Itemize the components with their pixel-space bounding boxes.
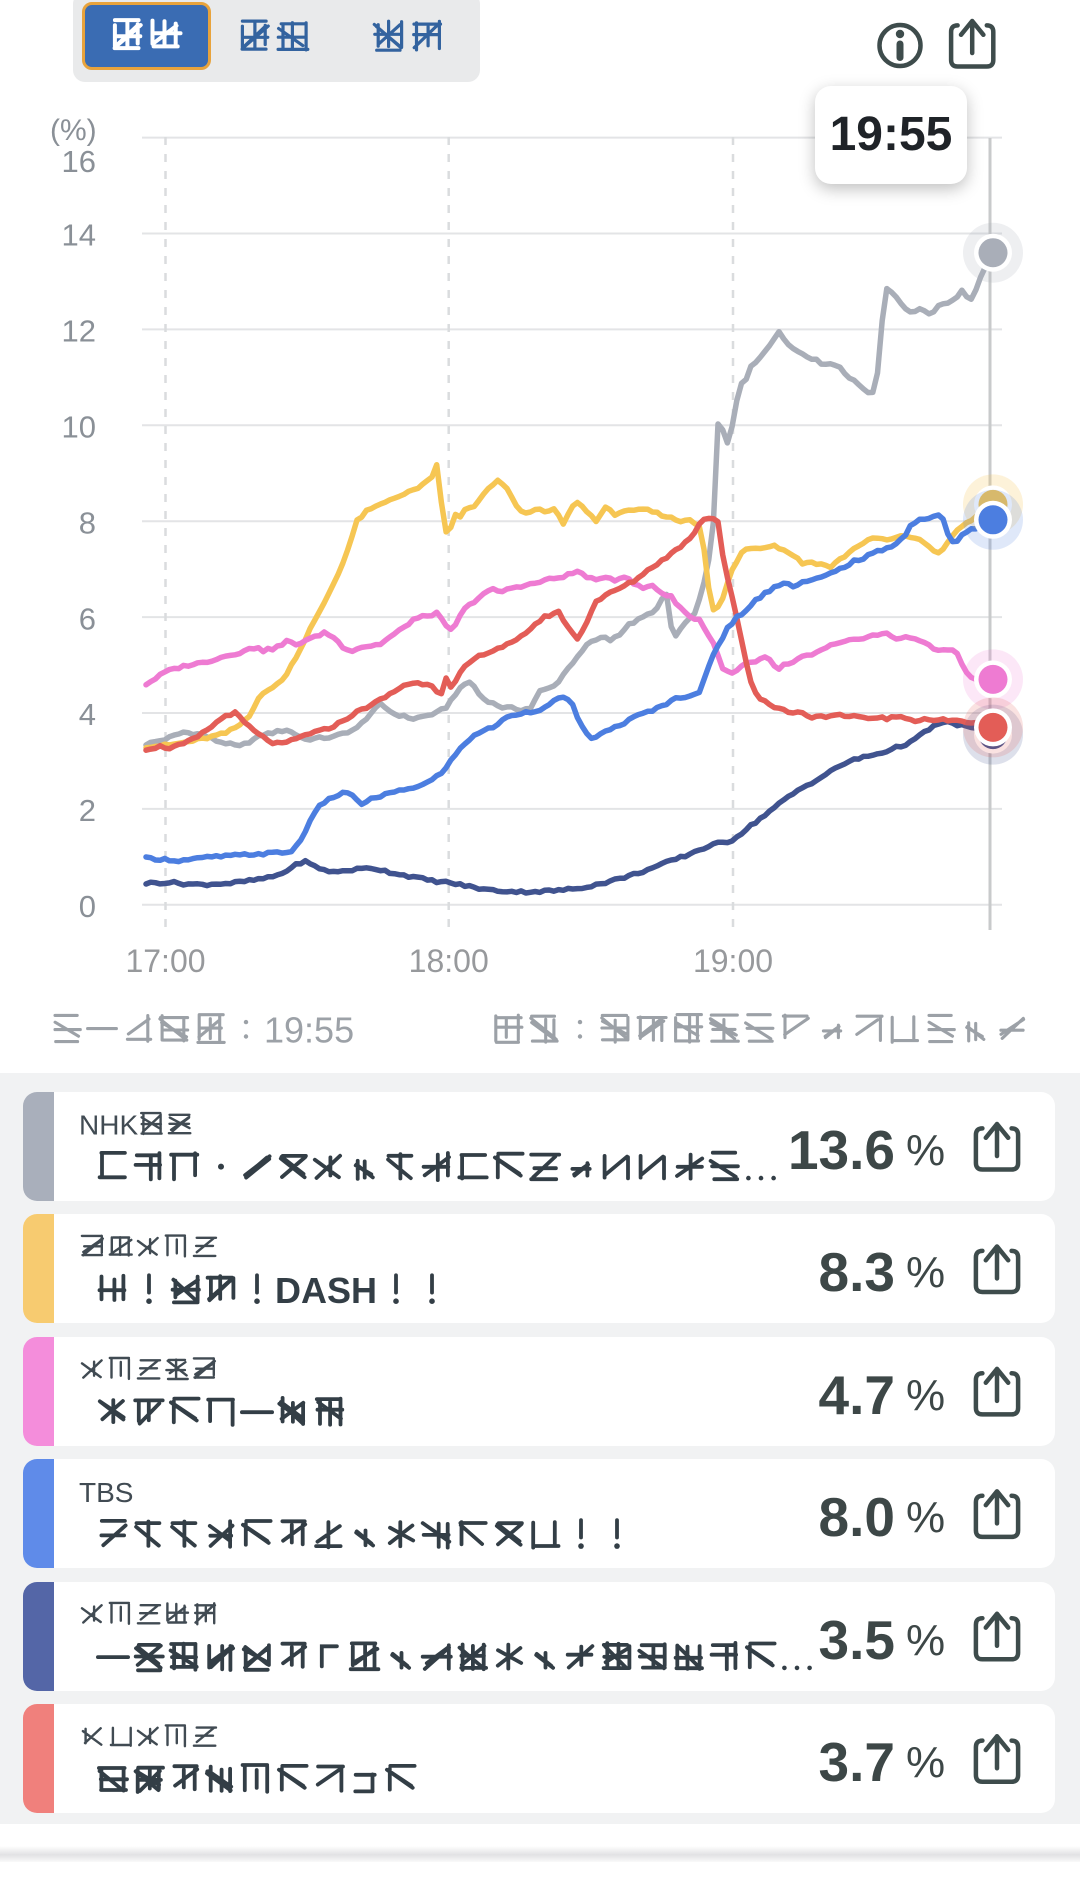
svg-text:3.5: 3.5 <box>819 1609 895 1671</box>
svg-text:%: % <box>906 1493 945 1542</box>
svg-text:%: % <box>906 1248 945 1297</box>
svg-text:8.3: 8.3 <box>819 1241 895 1303</box>
svg-text:6: 6 <box>79 601 96 636</box>
svg-text:16: 16 <box>62 144 96 179</box>
svg-text:%: % <box>906 1371 945 1420</box>
svg-text:%: % <box>906 1616 945 1665</box>
svg-text:2: 2 <box>79 793 96 828</box>
svg-text:NHK: NHK <box>79 1110 138 1141</box>
svg-text:4: 4 <box>79 697 96 732</box>
svg-text:10: 10 <box>62 409 96 444</box>
svg-text:%: % <box>906 1126 945 1175</box>
svg-text:0: 0 <box>79 889 96 924</box>
svg-text:8.0: 8.0 <box>819 1486 895 1548</box>
svg-text:3.7: 3.7 <box>819 1731 895 1793</box>
svg-text:%: % <box>906 1738 945 1787</box>
svg-text:12: 12 <box>62 314 96 349</box>
svg-text:4.7: 4.7 <box>819 1364 895 1426</box>
svg-text:13.6: 13.6 <box>788 1119 895 1181</box>
svg-text:17:00: 17:00 <box>125 943 205 979</box>
svg-text:19:55: 19:55 <box>264 1009 354 1050</box>
svg-text:(%): (%) <box>50 114 97 147</box>
svg-text:19:00: 19:00 <box>693 943 773 979</box>
svg-text:TBS: TBS <box>79 1477 133 1508</box>
svg-text:DASH: DASH <box>275 1270 377 1311</box>
svg-text:18:00: 18:00 <box>409 943 489 979</box>
svg-text:14: 14 <box>62 218 96 253</box>
svg-text:8: 8 <box>79 505 96 540</box>
